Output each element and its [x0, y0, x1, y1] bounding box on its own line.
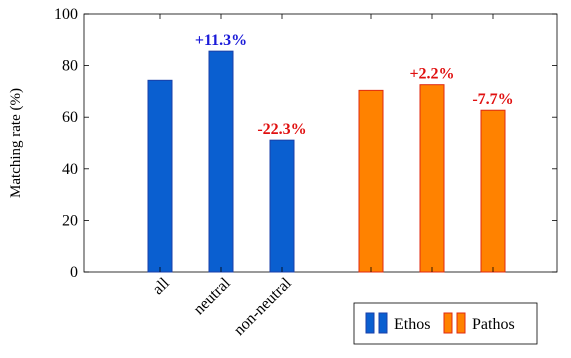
bar-ethos-neutral [208, 50, 234, 273]
bar-annotation: +11.3% [195, 32, 247, 49]
bar-annotation: +2.2% [409, 66, 454, 83]
plot-border [83, 13, 558, 273]
bar-annotation: -22.3% [257, 121, 306, 138]
bar-pathos-all [358, 89, 384, 273]
x-tick-label: non-neutral [231, 274, 296, 339]
y-tick-label: 20 [62, 212, 78, 229]
legend-swatch [443, 312, 453, 334]
bar-ethos-non-neutral [269, 139, 295, 273]
y-axis-ticks: 0 20 40 60 80 100 [54, 6, 557, 281]
legend: Ethos Pathos [353, 302, 538, 345]
annotations: +11.3% -22.3% +2.2% -7.7% [195, 32, 514, 138]
legend-label: Ethos [394, 316, 430, 333]
y-tick-label: 80 [62, 58, 78, 75]
plot-frame [83, 13, 558, 273]
legend-swatch [378, 312, 388, 334]
legend-label: Pathos [472, 316, 515, 333]
bar-annotation: -7.7% [472, 91, 513, 108]
y-tick-label: 0 [70, 264, 78, 281]
y-axis-label: Matching rate (%) [8, 88, 24, 198]
y-tick-label: 40 [62, 161, 78, 178]
bar-ethos-all [147, 79, 173, 273]
bar-pathos-non-neutral [480, 109, 506, 273]
x-tick-label: all [149, 274, 173, 298]
y-tick-label: 100 [54, 6, 78, 23]
legend-swatch [456, 312, 466, 334]
bars [147, 50, 506, 273]
y-tick-label: 60 [62, 109, 78, 126]
x-tick-label: neutral [190, 274, 234, 318]
bar-pathos-neutral [419, 84, 445, 273]
legend-swatch [365, 312, 375, 334]
